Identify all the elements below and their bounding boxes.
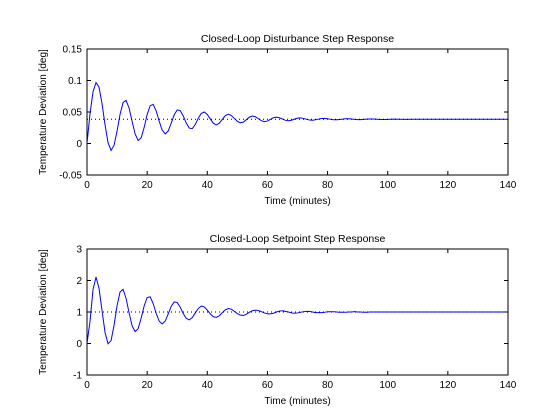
y-tick-label: 2 [76, 276, 82, 287]
y-tick-label: 1 [76, 308, 82, 319]
x-tick-label: 100 [379, 180, 396, 191]
y-tick-label: 0.05 [63, 108, 83, 119]
x-tick-label: 60 [262, 380, 274, 391]
disturbance-chart: Closed-Loop Disturbance Step Response 0 2… [38, 33, 517, 207]
x-tick-label: 140 [500, 180, 517, 191]
y-axis-ticks: -0.05 0 0.05 0.1 0.15 [59, 45, 508, 182]
x-tick-label: 40 [202, 180, 214, 191]
response-line [86, 276, 508, 345]
chart-title: Closed-Loop Disturbance Step Response [201, 33, 394, 45]
y-axis-label: Temperature Deviation [deg] [38, 49, 49, 175]
x-tick-label: 120 [440, 380, 457, 391]
y-tick-label: 0 [76, 139, 82, 150]
y-axis-ticks: -1 0 1 2 3 [73, 245, 508, 382]
y-tick-label: 0.1 [68, 76, 82, 87]
y-tick-label: 0.15 [63, 45, 83, 56]
x-tick-label: 100 [379, 380, 396, 391]
x-tick-label: 140 [500, 380, 517, 391]
x-axis-ticks: 0 20 40 60 80 100 120 140 [84, 249, 517, 391]
x-tick-label: 0 [84, 180, 90, 191]
data-layer [86, 276, 508, 345]
setpoint-chart: Closed-Loop Setpoint Step Response 0 20 40… [38, 233, 517, 407]
data-layer [86, 81, 508, 152]
y-tick-label: -0.05 [59, 171, 82, 182]
plot-area [86, 48, 509, 176]
y-tick-label: 3 [76, 245, 82, 256]
y-tick-label: -1 [73, 371, 82, 382]
y-axis-label: Temperature Deviation [deg] [38, 249, 49, 375]
x-tick-label: 60 [262, 180, 274, 191]
x-axis-label: Time (minutes) [264, 196, 330, 207]
x-tick-label: 80 [322, 380, 334, 391]
x-tick-label: 80 [322, 180, 334, 191]
x-tick-label: 0 [84, 380, 90, 391]
chart-title: Closed-Loop Setpoint Step Response [210, 233, 386, 245]
response-line [86, 81, 508, 152]
x-axis-ticks: 0 20 40 60 80 100 120 140 [84, 49, 517, 191]
x-tick-label: 20 [142, 380, 154, 391]
x-tick-label: 40 [202, 380, 214, 391]
x-tick-label: 120 [440, 180, 457, 191]
x-tick-label: 20 [142, 180, 154, 191]
y-tick-label: 0 [76, 339, 82, 350]
x-axis-label: Time (minutes) [264, 396, 330, 407]
